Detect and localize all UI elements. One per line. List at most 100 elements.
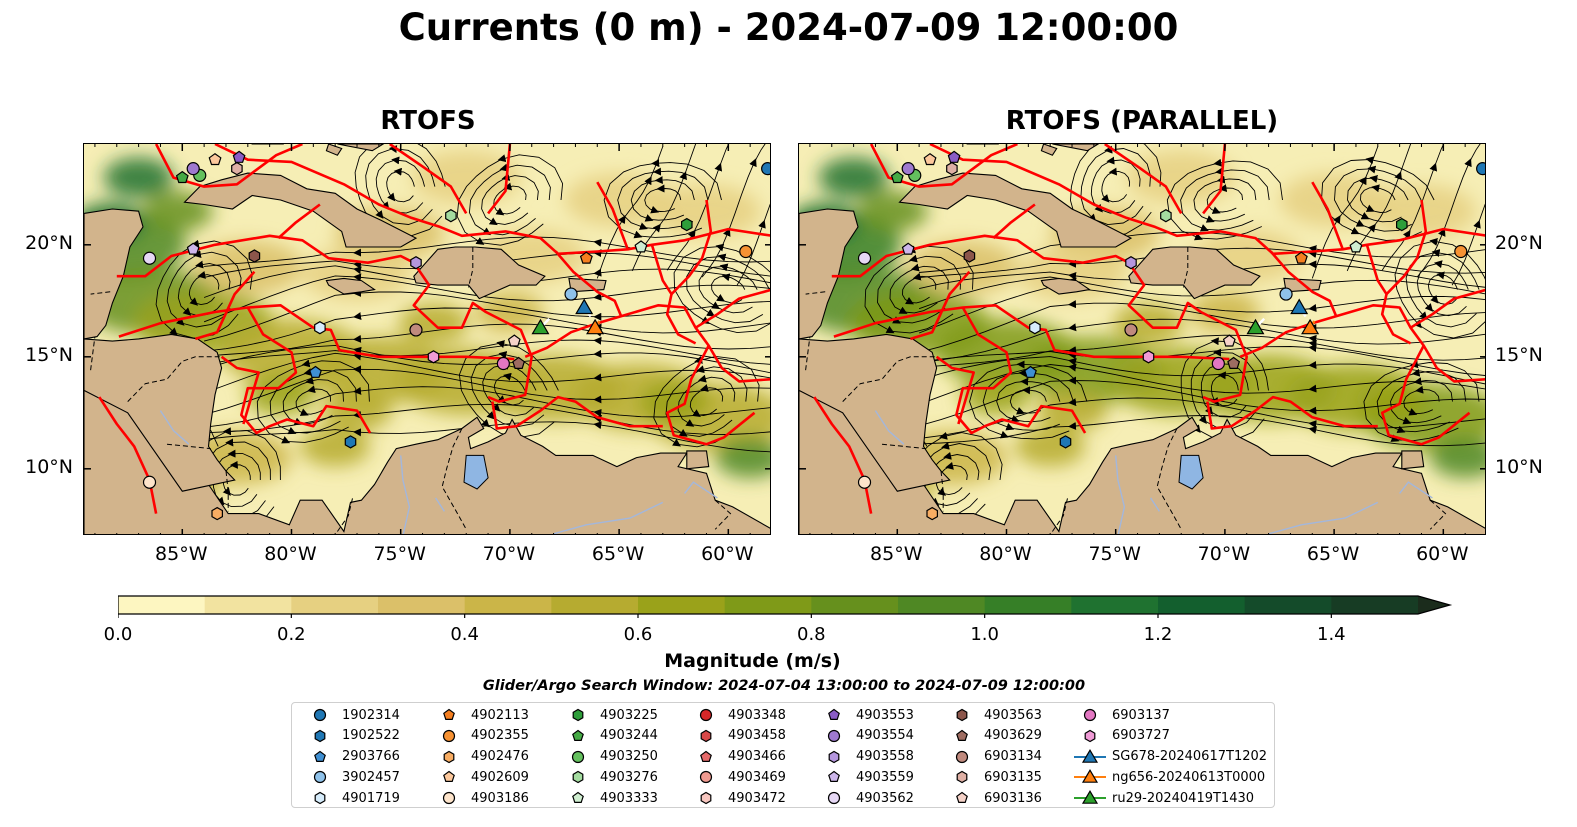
- streamline: [996, 381, 1061, 423]
- legend-entry: SG678-20240617T1202: [1072, 747, 1267, 767]
- legend-entry: 1902522: [302, 726, 400, 746]
- lakes: [463, 454, 489, 490]
- streamline: [295, 388, 332, 415]
- land: [1128, 246, 1261, 300]
- streamline: [256, 360, 370, 443]
- legend-marker: [827, 792, 841, 805]
- streamline: [282, 379, 344, 425]
- legend-marker-icon: [314, 750, 326, 762]
- legend-entry: 4903348: [688, 705, 786, 725]
- legend-marker-icon: [314, 791, 326, 805]
- legend-entry: 4903225: [560, 705, 658, 725]
- legend-marker-icon: [571, 750, 585, 763]
- legend-marker: [572, 729, 584, 741]
- legend-marker: [956, 708, 968, 722]
- legend-entry: 4902609: [431, 767, 529, 787]
- map-panel-rtofs: [83, 143, 771, 535]
- legend-entry: 1902314: [302, 705, 400, 725]
- map-canvas: [84, 144, 770, 534]
- marker-6903135: [946, 161, 958, 176]
- streamline: [689, 387, 724, 416]
- legend-label: 4903629: [984, 728, 1042, 744]
- legend-label: 6903137: [1112, 707, 1170, 723]
- streamline: [1200, 363, 1249, 418]
- legend-entry: 4903472: [688, 788, 786, 808]
- legend-marker-icon: [572, 791, 584, 804]
- float-markers: [142, 150, 770, 521]
- marker-SG678-20240617T1202: [1290, 298, 1309, 315]
- streamline: [1405, 251, 1480, 328]
- marker-4901719: [314, 321, 326, 335]
- streamline: [596, 146, 664, 279]
- streamline: [1080, 148, 1151, 226]
- legend-marker: [442, 729, 456, 742]
- legend-marker-icon: [572, 708, 584, 722]
- legend-entry: 2903766: [302, 747, 400, 767]
- streamline: [889, 265, 949, 314]
- legend-marker-icon: [828, 771, 840, 783]
- legend-marker: [1081, 790, 1099, 804]
- colorbar-segment: [638, 596, 726, 614]
- legend-marker: [1081, 748, 1099, 763]
- marker-ng656-20240613T0000: [1301, 318, 1320, 335]
- streamline: [918, 286, 1485, 334]
- legend-label: 4903553: [856, 707, 914, 723]
- streamline: [1193, 178, 1257, 222]
- streamline: [204, 323, 770, 357]
- marker-6903134: [409, 323, 423, 337]
- colorbar-segment: [378, 596, 466, 614]
- legend-entry: 6903727: [1072, 726, 1170, 746]
- land: [337, 144, 385, 152]
- marker-4903558: [410, 256, 422, 270]
- legend-marker: [828, 771, 840, 783]
- legend-label: 4902113: [471, 707, 529, 723]
- lon-tick-label: 75°W: [373, 543, 426, 565]
- lon-tick-label: 65°W: [1306, 543, 1360, 565]
- legend-entry: 4903333: [560, 788, 658, 808]
- land-polygons: [84, 144, 770, 534]
- rivers: [159, 410, 718, 534]
- legend-marker: [700, 729, 712, 742]
- legend-marker: [700, 750, 712, 762]
- streamline: [1403, 389, 1440, 415]
- marker-4903244: [175, 170, 189, 184]
- legend-marker: [828, 708, 840, 720]
- legend-entry: 4903563: [944, 705, 1042, 725]
- marker-4903562: [142, 251, 157, 265]
- legend-entry: 4903562: [816, 788, 914, 808]
- legend-marker: [1084, 729, 1096, 742]
- lon-tick-label: 70°W: [482, 543, 536, 565]
- streamline: [877, 255, 962, 324]
- legend-marker-icon: [828, 708, 840, 720]
- legend-label: 4903559: [856, 769, 914, 785]
- legend-marker: [700, 791, 712, 805]
- land: [325, 277, 376, 295]
- marker-4902355: [1454, 244, 1468, 259]
- colorbar-segment: [1244, 596, 1332, 614]
- land: [413, 246, 546, 300]
- colorbar-segment: [464, 596, 552, 614]
- lon-tick-label: 65°W: [591, 543, 645, 565]
- panel-title-rtofs: RTOFS: [380, 106, 476, 136]
- marker-4903554: [901, 162, 915, 176]
- streamline: [1381, 144, 1445, 271]
- marker-4902113: [1294, 251, 1308, 264]
- legend-label: 1902522: [342, 728, 400, 744]
- marker-4903333: [634, 240, 648, 253]
- streamline: [1451, 203, 1485, 286]
- legend-marker: [443, 750, 455, 763]
- legend: 1902314 1902522 2903766 3902457 4901719 49021…: [291, 702, 1275, 808]
- legend-marker-icon: [1083, 708, 1097, 722]
- axis-ticks: [799, 144, 1485, 534]
- legend-label: 4903244: [600, 728, 658, 744]
- streamline: [1390, 380, 1453, 424]
- lon-tick-label: 80°W: [979, 543, 1032, 565]
- legend-entry: 6903137: [1072, 705, 1170, 725]
- marker-4903563: [963, 249, 976, 263]
- legend-marker: [443, 771, 455, 783]
- land-polygons: [799, 144, 1485, 534]
- search-window-caption: Glider/Argo Search Window: 2024-07-04 13…: [482, 678, 1086, 694]
- marker-3902457: [564, 287, 578, 301]
- colorbar-segment: [984, 596, 1072, 614]
- marker-4903276: [1160, 209, 1172, 223]
